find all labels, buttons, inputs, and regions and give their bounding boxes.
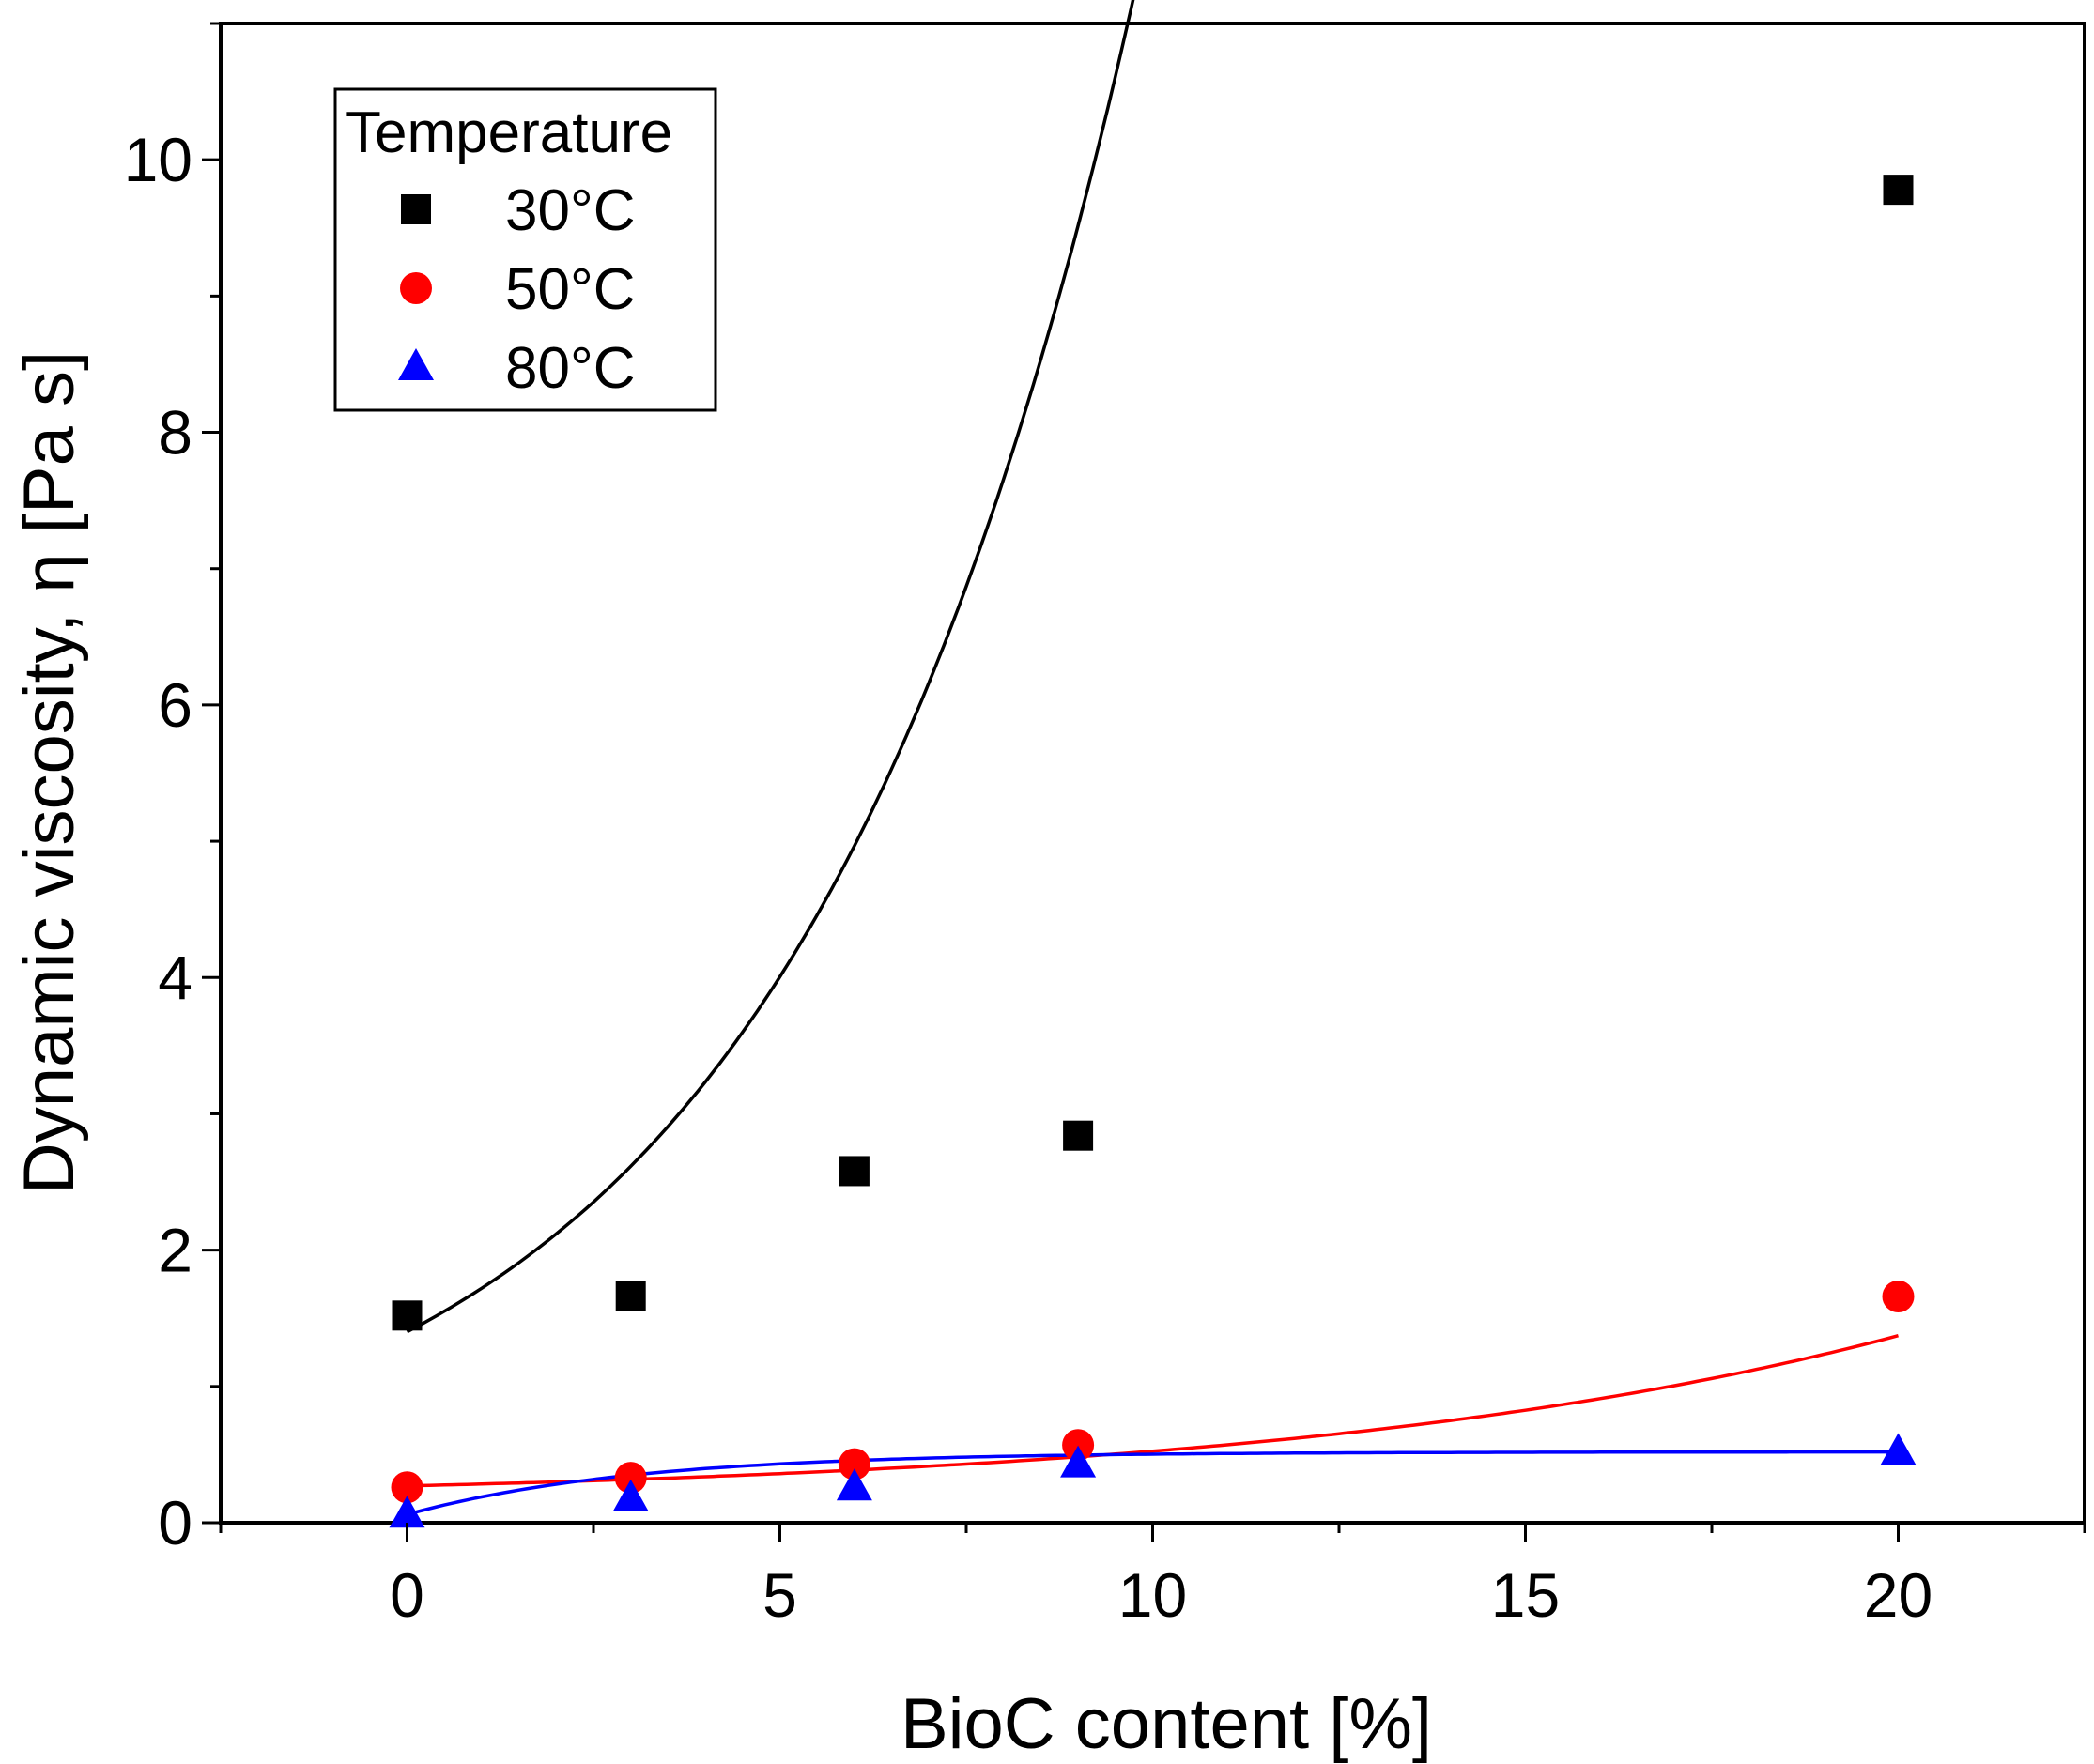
data-point-80°C (1880, 1433, 1917, 1465)
y-tick-label: 2 (158, 1216, 192, 1285)
y-tick-label: 10 (124, 125, 192, 194)
x-tick-label: 15 (1491, 1560, 1560, 1630)
y-tick-label: 4 (158, 943, 192, 1012)
fit-line-80°C (407, 1450, 1899, 1516)
x-tick-label: 5 (762, 1560, 797, 1630)
legend-box (333, 87, 717, 412)
legend-label: 50°C (505, 257, 636, 322)
y-tick-label: 6 (158, 670, 192, 740)
fit-line-30°C (406, 0, 1135, 1334)
data-markers (389, 175, 1917, 1528)
y-tick-label: 0 (158, 1488, 192, 1557)
legend-label: 30°C (505, 178, 636, 243)
legend-title: Temperature (346, 100, 672, 165)
legend-marker-80°C (398, 348, 434, 380)
y-axis-title: Dynamic viscosity, η [Pa s] (9, 351, 89, 1194)
x-tick-label: 0 (390, 1560, 424, 1630)
data-point-50°C (614, 1462, 647, 1495)
data-point-30°C (392, 1300, 423, 1331)
data-point-80°C (389, 1496, 425, 1528)
data-point-30°C (615, 1281, 646, 1311)
data-point-80°C (1060, 1445, 1097, 1478)
legend: Temperature 30°C 50°C 80°C (333, 87, 717, 412)
data-point-50°C (1882, 1280, 1915, 1312)
data-point-50°C (1062, 1429, 1095, 1462)
legend-marker-30°C (401, 194, 431, 224)
data-point-80°C (836, 1468, 872, 1501)
legend-marker-50°C (400, 272, 432, 304)
x-tick-label: 10 (1118, 1560, 1187, 1630)
x-tick-label: 20 (1864, 1560, 1932, 1630)
data-point-30°C (1883, 175, 1914, 206)
data-point-80°C (612, 1479, 649, 1511)
y-tick-label: 8 (158, 398, 192, 468)
axis-ticks (202, 22, 2086, 1542)
fit-line-50°C (407, 1334, 1899, 1488)
legend-label: 80°C (505, 336, 636, 401)
axis-tick-labels: 0 5 10 15 20 0 2 4 6 8 10 (124, 125, 1933, 1630)
data-point-50°C (391, 1471, 423, 1504)
data-point-30°C (839, 1156, 870, 1187)
x-axis-title: BioC content [%] (901, 1684, 1432, 1764)
fit-lines (406, 0, 1899, 1516)
legend-entries: 30°C 50°C 80°C (398, 178, 636, 401)
data-point-30°C (1063, 1120, 1094, 1151)
data-point-50°C (838, 1448, 870, 1480)
